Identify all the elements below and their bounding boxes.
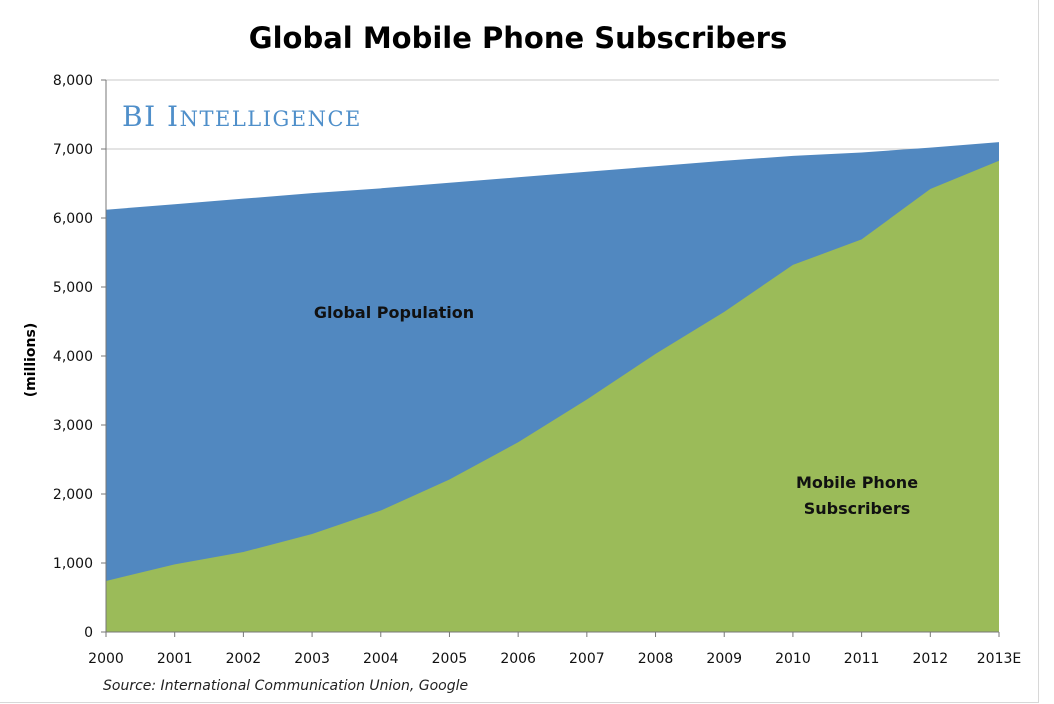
x-tick-label: 2001: [157, 651, 193, 667]
x-tick-label: 2006: [500, 651, 536, 667]
x-tick-label: 2009: [706, 651, 742, 667]
x-tick-label: 2011: [844, 651, 880, 667]
brand-logo-text: BI INTELLIGENCE: [122, 100, 362, 133]
y-tick-label: 3,000: [53, 418, 93, 434]
x-tick-label: 2008: [638, 651, 674, 667]
y-tick-label: 0: [84, 625, 93, 641]
y-axis-label: (millions): [23, 323, 39, 398]
y-tick-labels: 0 1,000 2,000 3,000 4,000 5,000 6,000 7,000 8,00…: [53, 73, 93, 641]
subscribers-area-label-line1: Mobile Phone: [796, 473, 918, 492]
axes: [101, 79, 1000, 637]
x-tick-label: 2012: [912, 651, 948, 667]
area-layer: [106, 142, 999, 633]
y-tick-label: 1,000: [53, 556, 93, 572]
y-tick-label: 2,000: [53, 487, 93, 503]
subscribers-area: [106, 160, 999, 633]
subscribers-area-label-line2: Subscribers: [804, 499, 910, 518]
population-area-label: Global Population: [314, 303, 474, 322]
y-tick-label: 4,000: [53, 349, 93, 365]
x-tick-label: 2000: [88, 651, 124, 667]
source-note: Source: International Communication Unio…: [103, 678, 468, 694]
x-tick-label: 2005: [432, 651, 468, 667]
y-tick-label: 5,000: [53, 280, 93, 296]
x-tick-label: 2007: [569, 651, 605, 667]
y-tick-label: 8,000: [53, 73, 93, 89]
x-tick-labels: 2000 2001 2002 2003 2004 2005 2006 2007 2008 2009…: [88, 651, 1021, 667]
chart-title: Global Mobile Phone Subscribers: [249, 21, 787, 55]
y-tick-label: 6,000: [53, 211, 93, 227]
x-tick-label: 2013E: [977, 651, 1021, 667]
x-tick-label: 2010: [775, 651, 811, 667]
y-tick-label: 7,000: [53, 142, 93, 158]
x-tick-label: 2004: [363, 651, 399, 667]
x-tick-label: 2003: [294, 651, 330, 667]
x-tick-label: 2002: [226, 651, 262, 667]
